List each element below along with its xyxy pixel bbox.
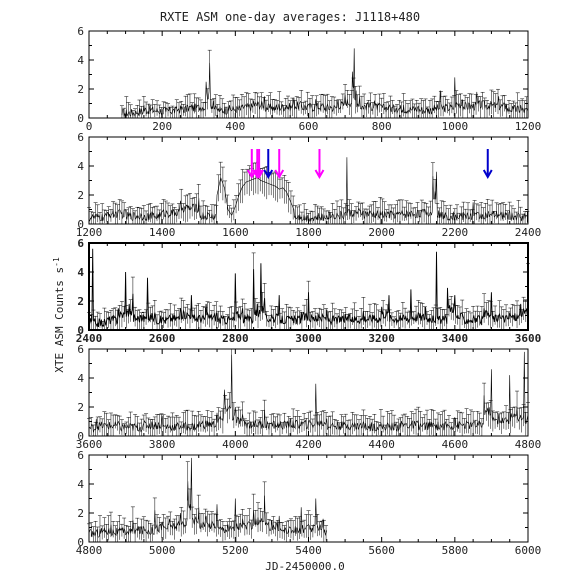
panel-2: 1200 1400 1600 1800 2000 2200 2400 0 2 4 6 (76, 131, 542, 239)
x-tick-label: 200 (152, 120, 172, 133)
y-tick-label: 4 (77, 266, 84, 279)
x-tick-label: 5600 (368, 544, 395, 557)
x-tick-label: 3400 (442, 332, 469, 345)
x-tick-label: 1400 (149, 226, 176, 239)
data-series-line (88, 248, 529, 328)
y-tick-label: 2 (77, 507, 84, 520)
x-tick-label: 2400 (515, 226, 542, 239)
x-axis-label: JD-2450000.0 (265, 560, 344, 573)
x-tick-label: 600 (299, 120, 319, 133)
panel-1: 0 200 400 600 800 1000 1200 0 2 4 6 (77, 25, 541, 133)
x-tick-label: 2800 (222, 332, 249, 345)
blue-arrow-marker (263, 149, 274, 180)
x-tick-label: 1000 (442, 120, 469, 133)
y-tick-label: 0 (77, 324, 84, 337)
x-tick-label: 3800 (149, 438, 176, 451)
arrow-head (274, 169, 285, 180)
x-tick-label: 4200 (295, 438, 322, 451)
x-tick-label: 6000 (515, 544, 542, 557)
figure-title: RXTE ASM one-day averages: J1118+480 (160, 10, 420, 24)
error-bars (87, 161, 530, 224)
x-tick-label: 3600 (76, 438, 103, 451)
data-series-line (121, 48, 529, 118)
magenta-arrow-marker (274, 149, 285, 180)
y-axis-label-text: XTE ASM Counts s (53, 267, 66, 373)
arrow-head (254, 169, 264, 180)
y-tick-label: 6 (77, 449, 84, 462)
data-series-line (88, 457, 328, 538)
x-tick-label: 2600 (149, 332, 176, 345)
x-tick-label: 1200 (515, 120, 542, 133)
y-tick-label: 0 (77, 536, 84, 549)
y-tick-label: 4 (77, 54, 84, 67)
magenta-arrow-marker (254, 149, 264, 180)
x-tick-label: 1800 (295, 226, 322, 239)
x-tick-label: 0 (86, 120, 93, 133)
panel-3: 2400 2600 2800 3000 3200 3400 3600 0 2 4 6 (76, 237, 542, 345)
x-tick-label: 5400 (295, 544, 322, 557)
x-tick-label: 1200 (76, 226, 103, 239)
x-tick-label: 4600 (442, 438, 469, 451)
x-tick-label: 800 (372, 120, 392, 133)
y-tick-label: 0 (77, 112, 84, 125)
y-tick-label: 6 (77, 131, 84, 144)
y-tick-label: 2 (77, 295, 84, 308)
data-series-line (88, 157, 529, 222)
x-tick-label: 4800 (76, 544, 103, 557)
data-series-line (88, 351, 529, 433)
x-tick-label: 4400 (368, 438, 395, 451)
y-axis-label-superscript: -1 (52, 257, 61, 267)
x-tick-label: 400 (225, 120, 245, 133)
x-tick-label: 5800 (442, 544, 469, 557)
y-tick-label: 2 (77, 401, 84, 414)
x-tick-label: 3600 (515, 332, 542, 345)
y-tick-label: 4 (77, 160, 84, 173)
x-tick-label: 2400 (76, 332, 103, 345)
y-tick-label: 4 (77, 372, 84, 385)
x-tick-label: 3000 (295, 332, 322, 345)
arrow-head (263, 169, 274, 180)
x-tick-label: 2200 (442, 226, 469, 239)
blue-arrow-marker (482, 149, 493, 180)
arrow-head (314, 169, 325, 180)
y-axis-label: XTE ASM Counts s-1 (52, 257, 66, 373)
y-tick-label: 6 (77, 237, 84, 250)
arrow-head (482, 169, 493, 180)
panel-4: 3600 3800 4000 4200 4400 4600 4800 0 2 4 6 (76, 343, 542, 451)
x-tick-label: 4000 (222, 438, 249, 451)
y-tick-label: 0 (77, 218, 84, 231)
x-tick-label: 5000 (149, 544, 176, 557)
x-tick-label: 5200 (222, 544, 249, 557)
x-tick-label: 1600 (222, 226, 249, 239)
panel-5: 4800 5000 5200 5400 5600 5800 6000 0 2 4 6 (76, 449, 542, 557)
y-tick-label: 0 (77, 430, 84, 443)
y-tick-label: 4 (77, 478, 84, 491)
y-tick-label: 2 (77, 83, 84, 96)
magenta-arrow-marker (314, 149, 325, 180)
x-tick-label: 2000 (368, 226, 395, 239)
x-tick-label: 4800 (515, 438, 542, 451)
x-tick-label: 3200 (368, 332, 395, 345)
y-tick-label: 6 (77, 343, 84, 356)
y-tick-label: 2 (77, 189, 84, 202)
y-tick-label: 6 (77, 25, 84, 38)
